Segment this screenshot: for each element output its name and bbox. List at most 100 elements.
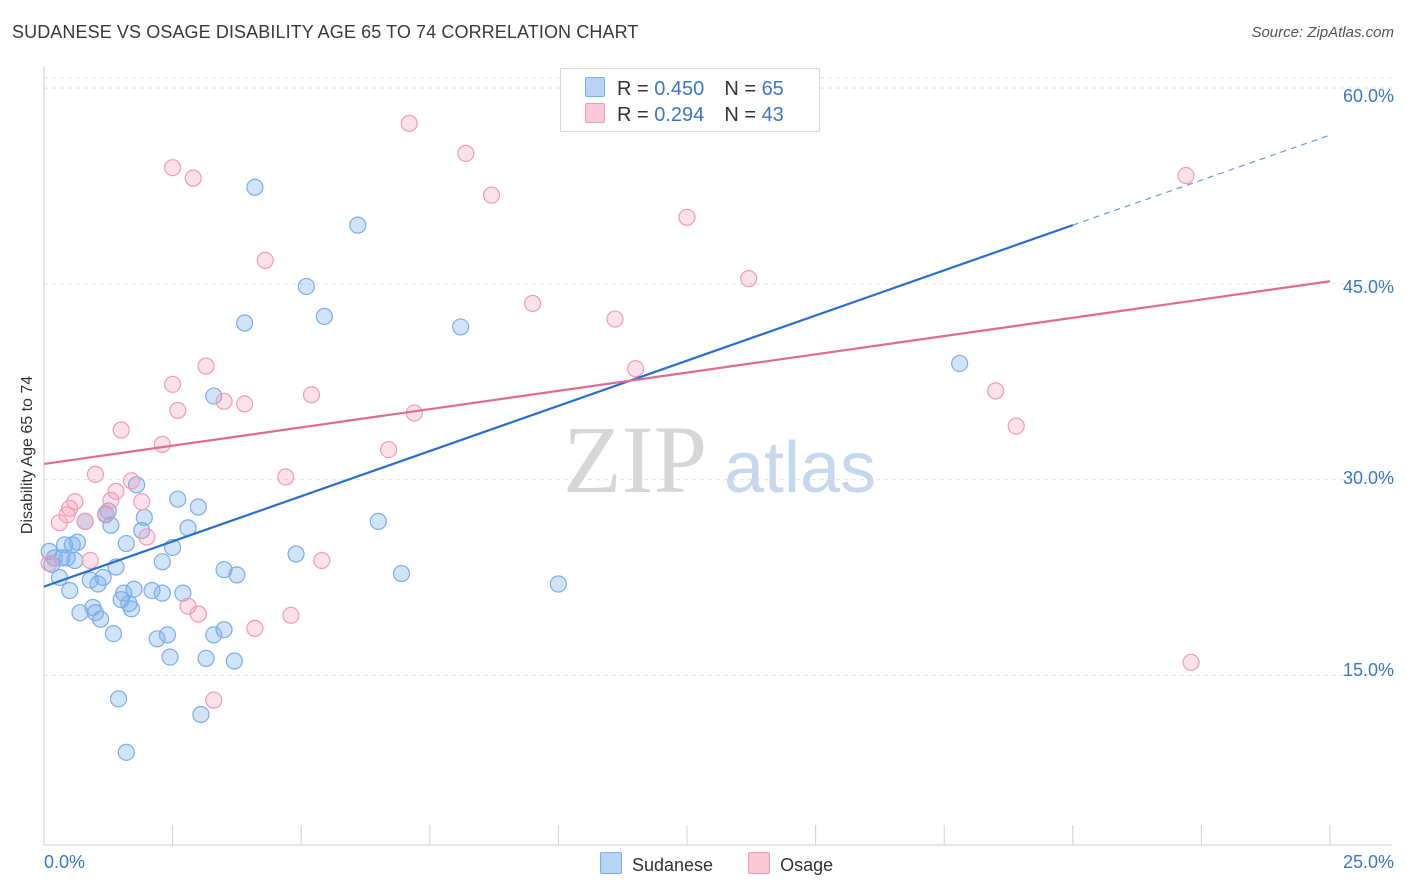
osage-point <box>133 493 151 511</box>
osage-point <box>107 482 125 500</box>
watermark-zip: ZIP <box>563 406 707 513</box>
sudanese-point <box>158 626 177 644</box>
sudanese-points <box>40 178 969 761</box>
sudanese-n-label: N = <box>724 78 762 100</box>
sudanese-point <box>94 568 112 587</box>
sudanese-legend-label: Sudanese <box>632 855 714 875</box>
osage-point <box>457 144 475 162</box>
osage-point <box>112 421 130 439</box>
osage-point <box>153 435 171 453</box>
osage-points <box>40 114 1200 709</box>
sudanese-point <box>392 564 411 583</box>
osage-legend-swatch <box>748 852 771 874</box>
sudanese-point <box>297 277 315 296</box>
osage-point <box>246 619 264 637</box>
sudanese-point <box>148 630 166 648</box>
grid-lines <box>44 77 1392 676</box>
osage-point <box>164 375 182 393</box>
watermark: ZIP atlas <box>563 406 876 513</box>
sudanese-point <box>104 624 123 643</box>
sudanese-point <box>315 307 333 326</box>
osage-point <box>524 294 542 313</box>
osage-point <box>282 606 300 624</box>
osage-point <box>81 551 99 570</box>
sudanese-point <box>161 648 179 666</box>
osage-point <box>169 401 187 420</box>
sudanese-point <box>115 584 133 602</box>
sudanese-point <box>225 652 243 670</box>
osage-point <box>40 554 58 572</box>
series-legend: Sudanese Osage <box>600 852 863 876</box>
osage-trendline <box>43 280 1331 466</box>
osage-n-value: 43 <box>761 104 784 126</box>
osage-point <box>76 512 94 530</box>
osage-point <box>987 382 1005 400</box>
osage-point <box>138 528 156 546</box>
osage-point <box>184 169 202 187</box>
sudanese-trendline-extension <box>1072 134 1331 226</box>
osage-point <box>1182 653 1200 671</box>
y-tick-15: 15.0% <box>1342 660 1394 680</box>
source-label: Source: ZipAtlas.com <box>1251 24 1394 41</box>
correlation-legend: R = 0.450 N = 65 R = 0.294 N = 43 <box>560 68 820 132</box>
osage-point <box>400 114 418 132</box>
sudanese-point <box>174 584 192 602</box>
chart-title: SUDANESE VS OSAGE DISABILITY AGE 65 TO 7… <box>12 22 639 42</box>
sudanese-point <box>197 649 215 667</box>
sudanese-point <box>452 318 470 336</box>
osage-point <box>302 386 321 404</box>
osage-point <box>236 395 254 413</box>
sudanese-point <box>81 571 99 589</box>
sudanese-trendline <box>43 224 1074 588</box>
osage-point <box>380 440 398 459</box>
y-tick-45: 45.0% <box>1342 277 1394 297</box>
osage-point <box>197 357 215 375</box>
sudanese-point <box>109 690 128 708</box>
osage-point <box>678 208 696 226</box>
osage-point <box>626 360 645 378</box>
osage-point <box>1007 417 1025 435</box>
axes <box>43 66 1392 846</box>
x-tick-min: 0.0% <box>44 852 86 872</box>
sudanese-swatch <box>585 77 605 97</box>
osage-point <box>205 691 223 709</box>
legend-row-sudanese: R = 0.450 N = 65 <box>585 77 784 101</box>
sudanese-point <box>122 600 141 618</box>
osage-n-label: N = <box>724 104 762 126</box>
sudanese-point <box>205 387 223 405</box>
sudanese-point <box>192 705 210 724</box>
sudanese-point <box>549 575 568 593</box>
legend-item-sudanese[interactable]: Sudanese <box>600 852 713 876</box>
sudanese-point <box>246 178 264 196</box>
sudanese-point <box>349 216 367 234</box>
legend-item-osage[interactable]: Osage <box>748 852 833 876</box>
y-tick-60: 60.0% <box>1342 86 1394 106</box>
osage-point <box>1177 166 1195 185</box>
sudanese-point <box>287 545 305 563</box>
osage-point <box>97 504 115 523</box>
osage-point <box>122 472 141 490</box>
sudanese-point <box>169 490 187 508</box>
sudanese-point <box>215 621 233 639</box>
sudanese-point <box>61 581 79 600</box>
y-axis-label: Disability Age 65 to 74 <box>19 375 36 535</box>
sudanese-point <box>66 551 84 570</box>
osage-point <box>66 493 84 511</box>
osage-legend-label: Osage <box>780 855 834 875</box>
sudanese-point <box>125 580 143 598</box>
osage-point <box>277 468 295 486</box>
sudanese-point <box>205 626 223 644</box>
sudanese-point <box>68 533 87 551</box>
sudanese-legend-swatch <box>600 852 622 874</box>
sudanese-point <box>153 584 171 602</box>
osage-point <box>102 491 120 510</box>
y-tick-30: 30.0% <box>1342 468 1394 488</box>
sudanese-point <box>189 498 207 516</box>
osage-point <box>740 270 758 288</box>
sudanese-point <box>99 502 117 520</box>
sudanese-point <box>91 610 110 628</box>
sudanese-point <box>369 512 387 530</box>
osage-point <box>482 186 501 204</box>
sudanese-point <box>53 549 71 567</box>
